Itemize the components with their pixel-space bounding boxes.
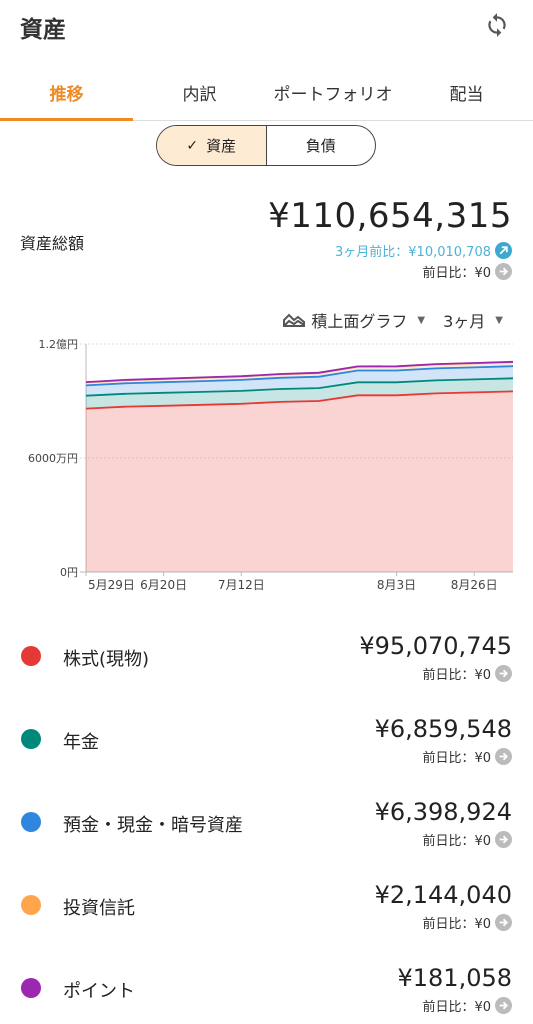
stacked-area-chart: 0円 6000万円 1.2億円 5月29日 6月20日 7月12日 8月3日 8月26日 — [28, 338, 514, 592]
asset-day-change: 前日比：¥0 — [422, 747, 512, 766]
asset-amount: ¥95,070,745 — [359, 632, 512, 660]
y-tick-label: 0円 — [60, 566, 78, 579]
asset-name: 投資信託 — [63, 898, 135, 919]
asset-row-stock[interactable]: 株式(現物) ¥95,070,745 前日比：¥0 — [0, 622, 533, 704]
asset-amount: ¥181,058 — [397, 964, 512, 992]
area-series — [86, 378, 513, 409]
color-dot — [21, 812, 41, 832]
arrow-right-icon — [495, 914, 512, 931]
x-tick-label: 5月29日 — [88, 578, 135, 592]
liabilities-toggle-button[interactable]: 負債 — [267, 126, 376, 165]
area-series — [86, 366, 513, 396]
asset-liability-toggle: ✓ 資産 負債 — [156, 125, 376, 166]
series-line — [85, 390, 514, 410]
day-change-text: 前日比：¥0 — [422, 266, 491, 281]
tab-breakdown[interactable]: 内訳 — [182, 85, 217, 105]
x-tick-label: 8月3日 — [377, 578, 416, 592]
assets-toggle-label: 資産 — [206, 137, 237, 155]
asset-row-cash[interactable]: 預金・現金・暗号資産 ¥6,398,924 前日比：¥0 — [0, 788, 533, 870]
day-change: 前日比：¥0 — [422, 262, 512, 281]
tab-bar: 推移 内訳 ポートフォリオ 配当 — [0, 64, 533, 121]
series-line — [85, 365, 514, 387]
y-tick-label: 1.2億円 — [39, 338, 79, 351]
asset-day-change-text: 前日比：¥0 — [422, 668, 491, 683]
asset-amount: ¥6,859,548 — [374, 715, 512, 743]
assets-toggle-button[interactable]: ✓ 資産 — [157, 126, 267, 165]
three-month-change: 3ヶ月前比：¥10,010,708 — [335, 241, 512, 260]
asset-day-change-text: 前日比：¥0 — [422, 834, 491, 849]
chevron-down-icon: ▼ — [417, 314, 426, 326]
chart-controls: 積上面グラフ ▼ 3ヶ月 ▼ — [283, 306, 503, 334]
x-tick-label: 6月20日 — [140, 578, 187, 592]
area-chart-icon — [283, 313, 306, 327]
arrow-right-icon — [495, 831, 512, 848]
asset-day-change: 前日比：¥0 — [422, 996, 512, 1015]
asset-day-change: 前日比：¥0 — [422, 664, 512, 683]
color-dot — [21, 978, 41, 998]
arrow-right-icon — [495, 997, 512, 1014]
asset-name: ポイント — [63, 981, 135, 1002]
graph-type-label: 積上面グラフ — [311, 312, 408, 331]
arrow-up-right-icon — [495, 242, 512, 259]
arrow-right-icon — [495, 263, 512, 280]
tab-transition[interactable]: 推移 — [49, 85, 84, 105]
chevron-down-icon: ▼ — [495, 314, 503, 326]
asset-row-pension[interactable]: 年金 ¥6,859,548 前日比：¥0 — [0, 705, 533, 787]
check-icon: ✓ — [186, 137, 199, 154]
asset-amount: ¥2,144,040 — [374, 881, 512, 909]
active-tab-indicator — [0, 118, 133, 121]
color-dot — [21, 646, 41, 666]
tab-portfolio[interactable]: ポートフォリオ — [273, 85, 393, 105]
page-title: 資産 — [20, 17, 66, 43]
graph-type-dropdown[interactable]: 積上面グラフ ▼ — [283, 308, 425, 332]
asset-name: 預金・現金・暗号資産 — [63, 815, 243, 836]
area-series — [86, 391, 513, 572]
asset-day-change: 前日比：¥0 — [422, 830, 512, 849]
asset-name: 年金 — [63, 732, 99, 753]
y-tick-label: 6000万円 — [28, 452, 78, 465]
period-dropdown[interactable]: 3ヶ月 ▼ — [443, 308, 503, 332]
asset-amount: ¥6,398,924 — [374, 798, 512, 826]
color-dot — [21, 895, 41, 915]
total-assets-label: 資産総額 — [20, 234, 85, 253]
total-assets-value: ¥110,654,315 — [268, 196, 512, 236]
series-line — [85, 377, 514, 397]
arrow-right-icon — [495, 748, 512, 765]
arrow-right-icon — [495, 665, 512, 682]
asset-day-change-text: 前日比：¥0 — [422, 917, 491, 932]
asset-day-change: 前日比：¥0 — [422, 913, 512, 932]
asset-day-change-text: 前日比：¥0 — [422, 1000, 491, 1015]
asset-day-change-text: 前日比：¥0 — [422, 751, 491, 766]
asset-row-point[interactable]: ポイント ¥181,058 前日比：¥0 — [0, 954, 533, 1024]
x-tick-label: 7月12日 — [218, 578, 265, 592]
period-label: 3ヶ月 — [443, 312, 486, 331]
x-tick-label: 8月26日 — [451, 578, 498, 592]
series-line — [85, 360, 514, 383]
asset-row-fund[interactable]: 投資信託 ¥2,144,040 前日比：¥0 — [0, 871, 533, 953]
asset-name: 株式(現物) — [63, 649, 150, 670]
color-dot — [21, 729, 41, 749]
sync-icon[interactable] — [480, 8, 514, 42]
liabilities-toggle-label: 負債 — [305, 137, 336, 155]
tab-dividend[interactable]: 配当 — [449, 85, 484, 105]
app-bar: 資産 — [0, 0, 533, 56]
three-month-change-text: 3ヶ月前比：¥10,010,708 — [335, 245, 491, 260]
